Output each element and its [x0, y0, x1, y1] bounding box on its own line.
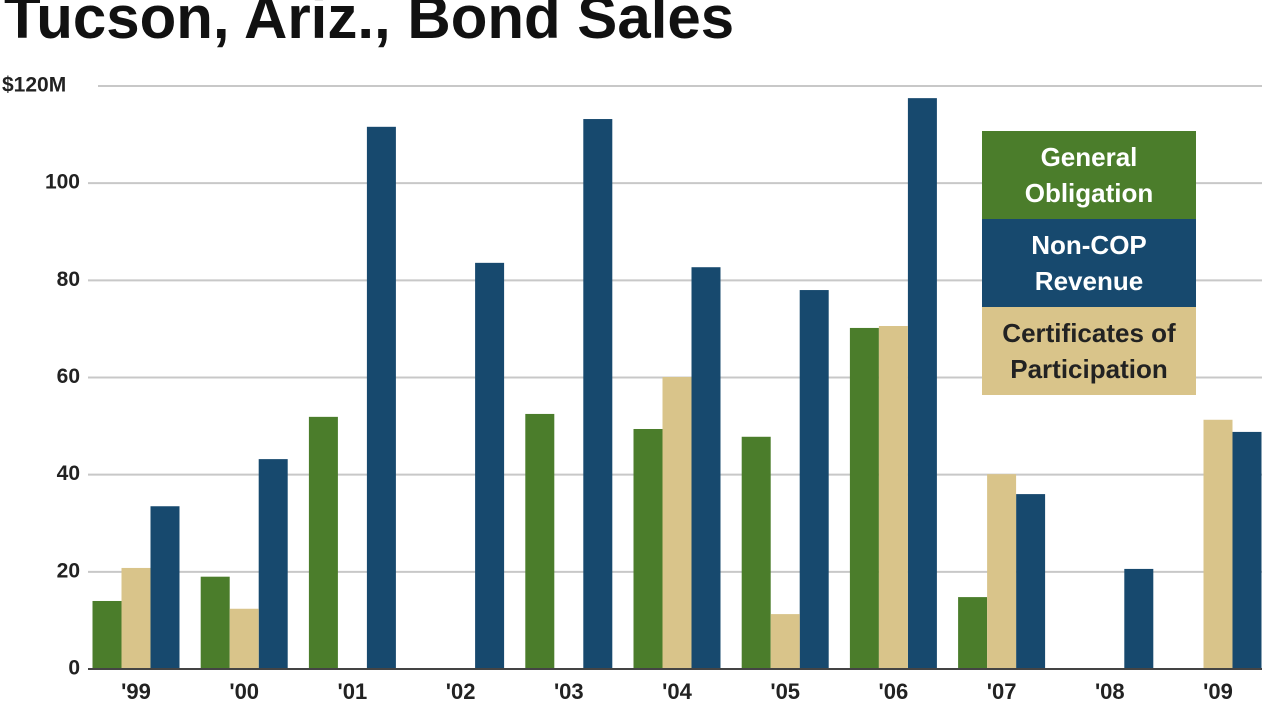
bar	[1016, 494, 1046, 669]
chart-title: Tucson, Ariz., Bond Sales	[4, 0, 734, 51]
bar	[150, 506, 180, 669]
legend-item: General Obligation	[982, 131, 1196, 219]
bar	[525, 413, 555, 669]
x-tick-label: '00	[229, 679, 259, 704]
x-tick-label: '08	[1095, 679, 1125, 704]
x-tick-label: '02	[446, 679, 476, 704]
bar	[799, 290, 829, 669]
y-tick-label: 20	[57, 559, 80, 582]
legend-item: Certificates of Participation	[982, 307, 1196, 395]
x-tick-label: '09	[1203, 679, 1233, 704]
bar	[741, 436, 771, 669]
bar	[691, 267, 721, 669]
x-tick-label: '06	[879, 679, 909, 704]
bar	[907, 98, 937, 670]
x-tick-label: '05	[770, 679, 800, 704]
x-tick-label: '99	[121, 679, 151, 704]
y-tick-label: 0	[68, 657, 80, 680]
y-tick-label: 60	[57, 365, 80, 388]
x-tick-label: '03	[554, 679, 584, 704]
bar	[1124, 568, 1154, 669]
bar	[958, 597, 988, 669]
bar	[1232, 431, 1262, 669]
bar	[258, 459, 288, 669]
bar	[583, 119, 613, 669]
bar	[92, 600, 122, 669]
bar	[308, 416, 338, 669]
x-tick-label: '07	[987, 679, 1017, 704]
bar	[1203, 419, 1233, 669]
bar	[633, 428, 663, 669]
bar	[200, 576, 230, 669]
bar	[849, 327, 879, 669]
bar	[662, 377, 692, 669]
y-tick-label: 100	[45, 171, 80, 194]
bar	[987, 474, 1017, 669]
y-tick-label: $120M	[2, 74, 66, 97]
bar	[229, 608, 259, 669]
bar	[878, 326, 908, 669]
x-tick-label: '01	[338, 679, 368, 704]
y-tick-label: 80	[57, 268, 80, 291]
bar	[121, 567, 151, 669]
y-tick-label: 40	[57, 462, 80, 485]
bar	[475, 262, 505, 669]
x-tick-label: '04	[662, 679, 692, 704]
bar	[366, 126, 396, 669]
legend: General Obligation Non-COP Revenue Certifi…	[982, 131, 1196, 395]
bar	[770, 614, 800, 669]
legend-item: Non-COP Revenue	[982, 219, 1196, 307]
